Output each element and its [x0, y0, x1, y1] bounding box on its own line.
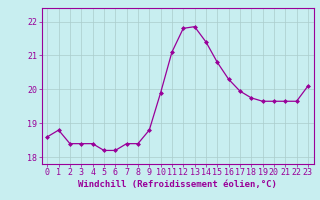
X-axis label: Windchill (Refroidissement éolien,°C): Windchill (Refroidissement éolien,°C): [78, 180, 277, 189]
